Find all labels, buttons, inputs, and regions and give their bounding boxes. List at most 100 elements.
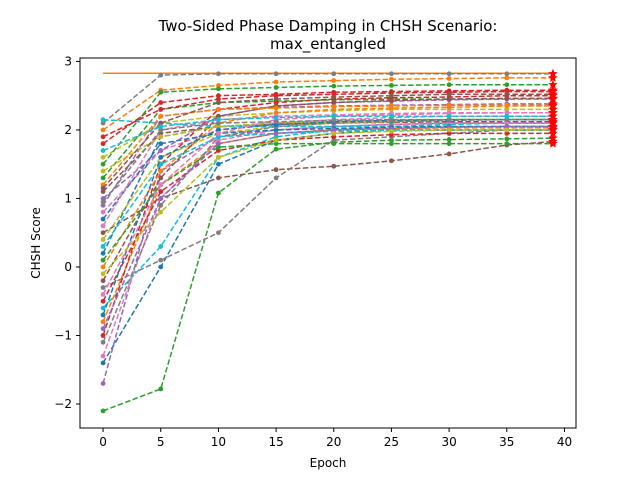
series-point xyxy=(331,163,337,169)
series-40 xyxy=(100,113,553,153)
series-point xyxy=(446,82,452,88)
series-point xyxy=(504,82,510,88)
series-point xyxy=(158,148,164,153)
series-point xyxy=(158,120,164,126)
y-tick-label: 1 xyxy=(64,191,72,205)
series-point xyxy=(216,124,221,129)
series-point xyxy=(216,144,221,150)
series-point xyxy=(216,190,221,196)
series-line xyxy=(102,125,553,329)
series-point xyxy=(100,298,106,304)
series-point xyxy=(331,78,337,84)
series-point xyxy=(331,137,337,143)
series-point xyxy=(100,141,106,147)
series-point xyxy=(389,128,394,134)
series-point xyxy=(100,278,106,284)
series-36 xyxy=(100,91,553,191)
plot-frame xyxy=(79,57,577,429)
final-epoch-marker xyxy=(548,124,558,134)
series-point xyxy=(216,113,221,119)
series-point xyxy=(504,141,510,147)
series-point xyxy=(389,76,394,82)
series-point xyxy=(158,106,164,112)
series-point xyxy=(273,79,279,85)
series-point xyxy=(273,85,279,90)
series-point xyxy=(331,117,337,123)
series-line xyxy=(102,77,553,131)
series-point xyxy=(446,127,452,133)
series-point xyxy=(331,134,337,140)
series-point xyxy=(446,141,452,147)
x-tick-label: 15 xyxy=(268,435,283,449)
x-tick-label: 10 xyxy=(211,435,226,449)
series-point xyxy=(446,151,452,157)
final-epoch-marker xyxy=(548,93,558,103)
series-point xyxy=(158,175,164,181)
series-point xyxy=(216,96,221,102)
series-line xyxy=(102,115,553,152)
final-epoch-marker xyxy=(548,68,558,78)
series-point xyxy=(389,117,394,123)
series-point xyxy=(446,117,452,123)
x-tick-label: 25 xyxy=(384,435,399,449)
series-point xyxy=(100,175,106,181)
series-point xyxy=(331,94,337,100)
series-point xyxy=(216,120,221,126)
series-26 xyxy=(100,96,553,284)
series-point xyxy=(446,91,452,97)
series-point xyxy=(331,71,337,77)
series-point xyxy=(100,237,106,242)
x-axis-label: Epoch xyxy=(310,456,347,470)
series-point xyxy=(273,137,279,143)
series-18 xyxy=(100,71,553,126)
series-23 xyxy=(100,82,553,167)
series-33 xyxy=(100,141,553,263)
series-point xyxy=(216,148,221,153)
series-point xyxy=(273,141,279,147)
series-point xyxy=(158,209,164,215)
series-point xyxy=(100,168,106,174)
series-point xyxy=(331,100,337,105)
series-point xyxy=(446,113,452,119)
series-point xyxy=(158,154,164,160)
series-point xyxy=(158,89,164,95)
series-point xyxy=(100,148,106,153)
series-point xyxy=(100,120,106,126)
final-marker-layer xyxy=(548,68,558,148)
x-tick-label: 40 xyxy=(557,435,572,449)
series-point xyxy=(273,71,279,77)
series-point xyxy=(216,130,221,136)
series-point xyxy=(100,202,106,208)
series-point xyxy=(446,130,452,136)
series-point xyxy=(273,105,279,111)
series-point xyxy=(389,93,394,99)
series-32 xyxy=(100,102,553,188)
series-point xyxy=(100,326,106,332)
series-layer xyxy=(100,71,553,414)
series-point xyxy=(100,305,106,311)
series-point xyxy=(100,134,106,140)
series-39 xyxy=(100,127,553,277)
series-point xyxy=(100,244,106,249)
series-point xyxy=(158,257,164,263)
series-point xyxy=(504,106,510,112)
y-tick-label: −2 xyxy=(54,397,72,411)
series-point xyxy=(216,86,221,92)
series-point xyxy=(389,113,394,119)
series-point xyxy=(100,161,106,167)
series-point xyxy=(100,189,106,195)
series-point xyxy=(158,386,164,392)
series-point xyxy=(158,113,164,119)
series-point xyxy=(100,353,106,359)
series-point xyxy=(504,102,510,108)
series-point xyxy=(273,110,279,116)
series-point xyxy=(100,230,106,236)
series-point xyxy=(100,257,106,263)
series-point xyxy=(100,285,106,290)
series-point xyxy=(273,115,279,121)
series-point xyxy=(100,199,106,205)
series-point xyxy=(504,136,510,142)
final-epoch-marker xyxy=(548,100,558,110)
series-point xyxy=(389,83,394,88)
series-point xyxy=(389,71,394,77)
